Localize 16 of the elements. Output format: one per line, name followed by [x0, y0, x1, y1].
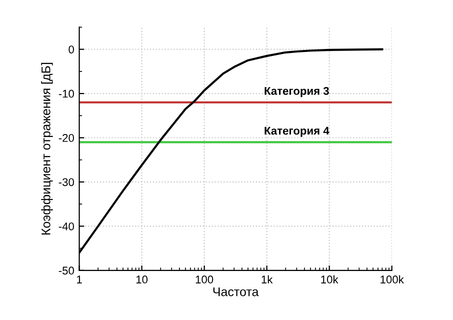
- y-tick-label: -10: [58, 90, 74, 98]
- x-tick-label: 10: [136, 276, 148, 284]
- y-tick-label: -40: [58, 222, 74, 230]
- ref-line-label: Категория 3: [264, 87, 329, 98]
- x-tick-label: 1: [77, 276, 82, 284]
- y-tick-label: 0: [68, 46, 74, 54]
- ref-line-label: Категория 4: [264, 126, 330, 137]
- x-tick-label: 1k: [262, 275, 273, 284]
- x-axis-title: Частота: [213, 287, 259, 296]
- x-tick-label: 10k: [321, 275, 338, 284]
- y-tick-label: -50: [58, 266, 74, 275]
- y-tick-label: -30: [58, 178, 74, 186]
- x-tick-label: 100: [196, 276, 214, 284]
- y-tick-label: -20: [58, 134, 74, 142]
- y-axis-title: Коэффициент отражения [дБ]: [41, 62, 53, 235]
- x-tick-label: 100k: [380, 275, 404, 284]
